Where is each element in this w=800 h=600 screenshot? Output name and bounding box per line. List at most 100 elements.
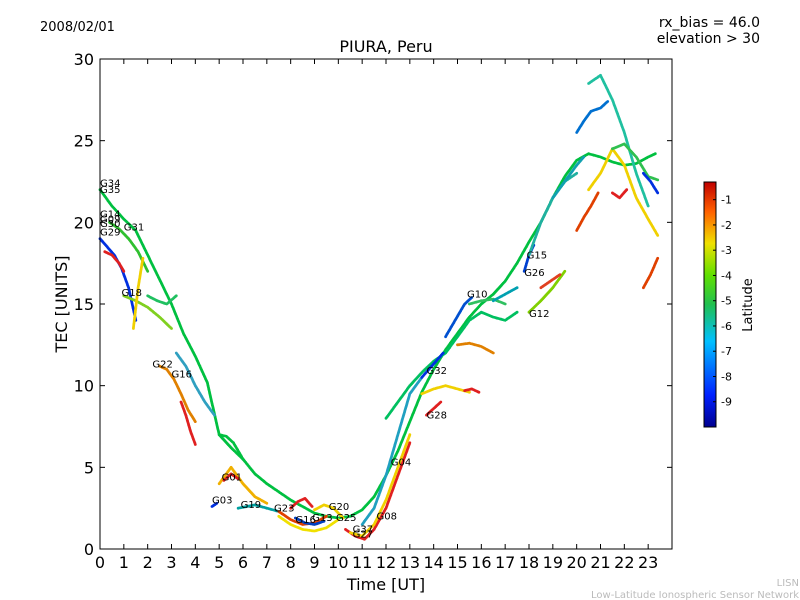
series-12: [222, 472, 240, 482]
satellite-label: G22: [152, 360, 172, 371]
data-point: [122, 269, 126, 273]
series-16: [277, 514, 340, 533]
x-tick-label: 20: [566, 553, 586, 572]
satellite-label: G14: [100, 209, 120, 220]
colorbar-tick-label: -8: [721, 370, 732, 383]
series-25: [420, 384, 471, 396]
satellite-label: G13: [312, 513, 332, 524]
satellite-label: G23: [274, 503, 294, 514]
data-point: [193, 420, 197, 423]
series-27: [456, 341, 495, 355]
footer-org-short: LISN: [777, 578, 799, 589]
satellite-label: G29: [100, 227, 120, 238]
series-37: [575, 100, 610, 134]
series-29: [444, 296, 474, 339]
data-point: [491, 351, 495, 355]
data-point: [470, 296, 474, 299]
satellite-label: G30: [100, 219, 120, 230]
series-35: [539, 273, 562, 290]
x-tick-label: 2: [143, 553, 153, 572]
satellite-label: G03: [212, 495, 232, 506]
x-tick-label: 0: [95, 553, 105, 572]
series-38: [587, 73, 650, 208]
satellite-label: G34: [100, 178, 120, 189]
y-tick-label: 25: [74, 132, 94, 151]
x-tick-label: 1: [119, 553, 129, 572]
data-point: [341, 516, 345, 520]
chart-title: PIURA, Peru: [339, 37, 432, 56]
colorbar-tick-label: -7: [721, 345, 732, 358]
y-tick-label: 15: [74, 295, 94, 314]
series-0: [98, 152, 657, 520]
data-point: [515, 286, 519, 290]
series-10: [217, 433, 245, 461]
colorbar: [703, 181, 717, 428]
data-point: [656, 234, 660, 237]
data-point: [575, 171, 579, 175]
series-17: [289, 497, 314, 510]
satellite-label: G01: [222, 472, 242, 483]
y-tick-label: 30: [74, 50, 94, 69]
series-19: [294, 516, 326, 526]
data-point: [656, 191, 660, 195]
x-tick-label: 22: [614, 553, 634, 572]
data-marks: [98, 73, 660, 541]
x-tick-label: 8: [286, 553, 296, 572]
satellite-label: G19: [241, 500, 261, 511]
series-24: [425, 400, 443, 417]
x-axis-ticks: 0 1 2 3 4 5 6 7 8 9 10 11 12 13 14 15 16 17 18 19 20 21 22 23: [95, 59, 658, 572]
x-tick-label: 11: [352, 553, 372, 572]
x-tick-label: 5: [214, 553, 224, 572]
x-tick-label: 3: [166, 553, 176, 572]
data-point: [558, 273, 562, 276]
data-point: [322, 519, 326, 523]
series-43: [642, 171, 660, 195]
data-point: [606, 100, 610, 103]
x-tick-label: 21: [590, 553, 610, 572]
satellite-label: G35: [100, 185, 120, 196]
data-point: [141, 256, 145, 260]
data-point: [515, 310, 519, 314]
colorbar-tick-label: -4: [721, 269, 732, 282]
plot-area: [100, 59, 672, 549]
data-point: [408, 441, 412, 445]
satellite-label: G20: [329, 502, 349, 513]
data-point: [439, 400, 443, 404]
x-tick-label: 9: [309, 553, 319, 572]
series-40: [587, 147, 660, 237]
satellite-label: G09: [100, 214, 120, 225]
series-44: [642, 256, 660, 290]
x-tick-label: 16: [471, 553, 491, 572]
data-point: [146, 269, 150, 273]
data-point: [656, 178, 660, 182]
satellite-label: G18: [122, 288, 142, 299]
data-point: [653, 152, 657, 156]
series-31: [491, 286, 519, 303]
series-18: [313, 503, 345, 520]
data-point: [236, 477, 240, 481]
data-point: [477, 390, 481, 394]
colorbar-tick-label: -1: [721, 194, 732, 207]
rx-bias-label: rx_bias = 46.0: [659, 15, 760, 31]
satellite-label: G37: [353, 525, 373, 536]
series-42: [611, 142, 660, 182]
colorbar-tick-label: -6: [721, 320, 732, 333]
series-22: [360, 376, 424, 526]
satellite-label: G28: [427, 410, 447, 421]
series-8: [146, 294, 178, 306]
colorbar-tick-label: -5: [721, 295, 732, 308]
data-point: [563, 269, 567, 273]
satellite-label: G10: [467, 290, 487, 301]
data-point: [656, 256, 660, 260]
satellite-label: G25: [336, 513, 356, 524]
satellite-label: G31: [124, 223, 144, 234]
data-point: [265, 501, 269, 505]
x-tick-label: 4: [190, 553, 200, 572]
series-9: [174, 351, 216, 417]
series-14: [236, 503, 281, 513]
series-39: [575, 191, 600, 232]
data-point: [241, 457, 245, 461]
series-26: [463, 387, 481, 394]
satellite-label: G04: [391, 458, 411, 469]
